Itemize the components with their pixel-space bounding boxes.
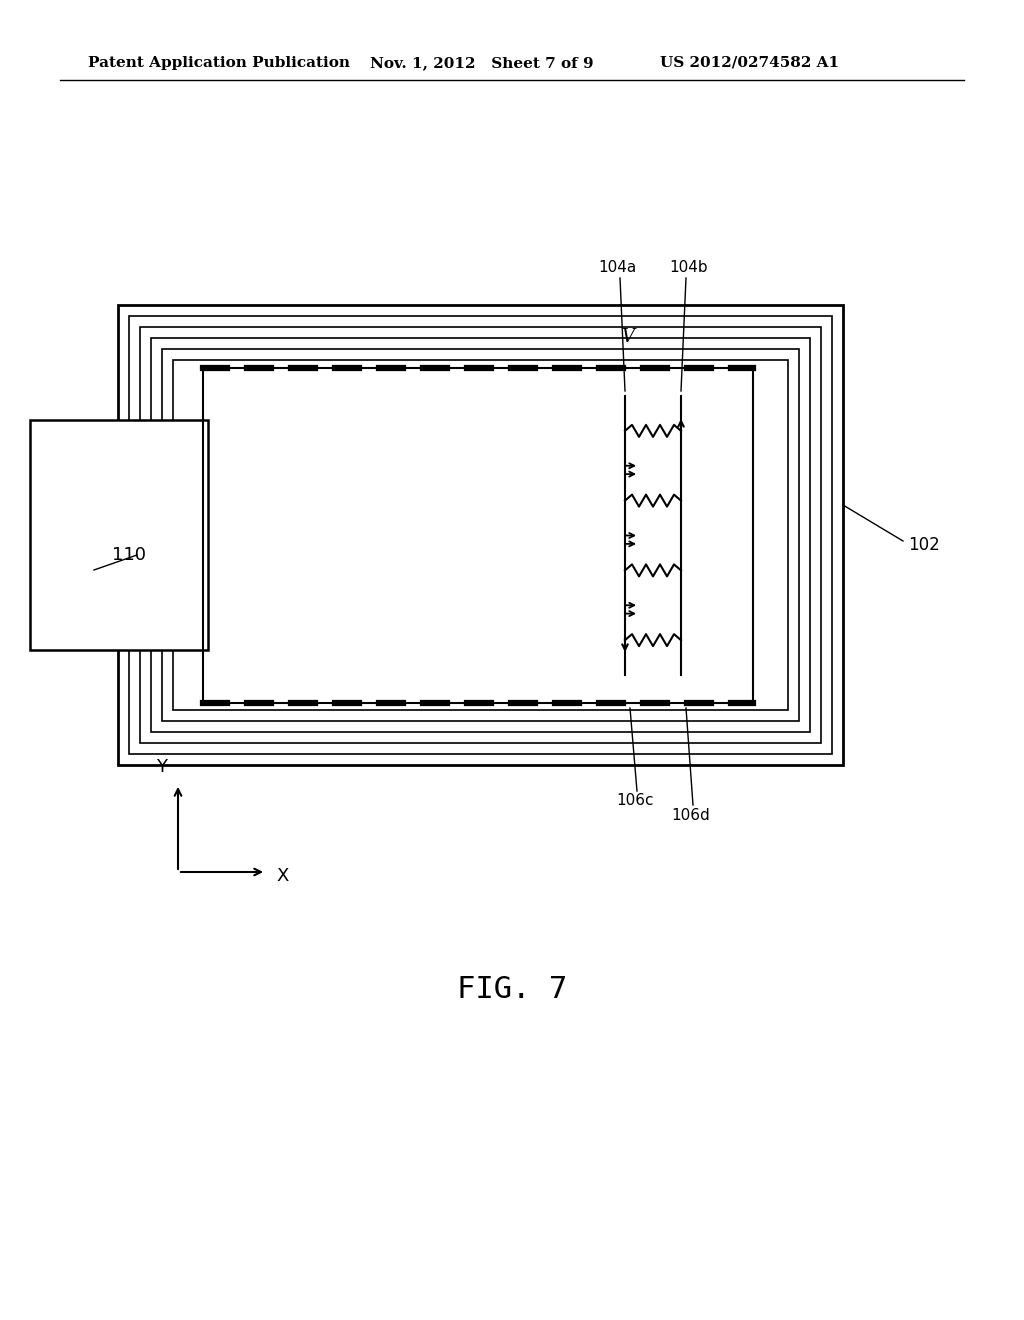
Text: 110: 110 xyxy=(112,546,146,564)
Bar xyxy=(118,305,843,766)
Text: Y: Y xyxy=(157,758,168,776)
Bar xyxy=(203,368,753,704)
Text: 106d: 106d xyxy=(672,808,711,822)
Text: US 2012/0274582 A1: US 2012/0274582 A1 xyxy=(660,55,839,70)
Bar xyxy=(30,420,208,649)
Text: 104a: 104a xyxy=(598,260,636,275)
Bar xyxy=(129,315,831,754)
Bar xyxy=(140,327,821,743)
Text: Nov. 1, 2012   Sheet 7 of 9: Nov. 1, 2012 Sheet 7 of 9 xyxy=(370,55,594,70)
Text: V: V xyxy=(622,327,635,346)
Text: 102: 102 xyxy=(908,536,940,554)
Text: FIG. 7: FIG. 7 xyxy=(457,975,567,1005)
Text: 106c: 106c xyxy=(616,793,653,808)
Text: Patent Application Publication: Patent Application Publication xyxy=(88,55,350,70)
Bar xyxy=(162,348,799,721)
Text: X: X xyxy=(276,867,289,884)
Bar xyxy=(151,338,810,733)
Text: 104b: 104b xyxy=(670,260,709,275)
Bar xyxy=(173,360,788,710)
